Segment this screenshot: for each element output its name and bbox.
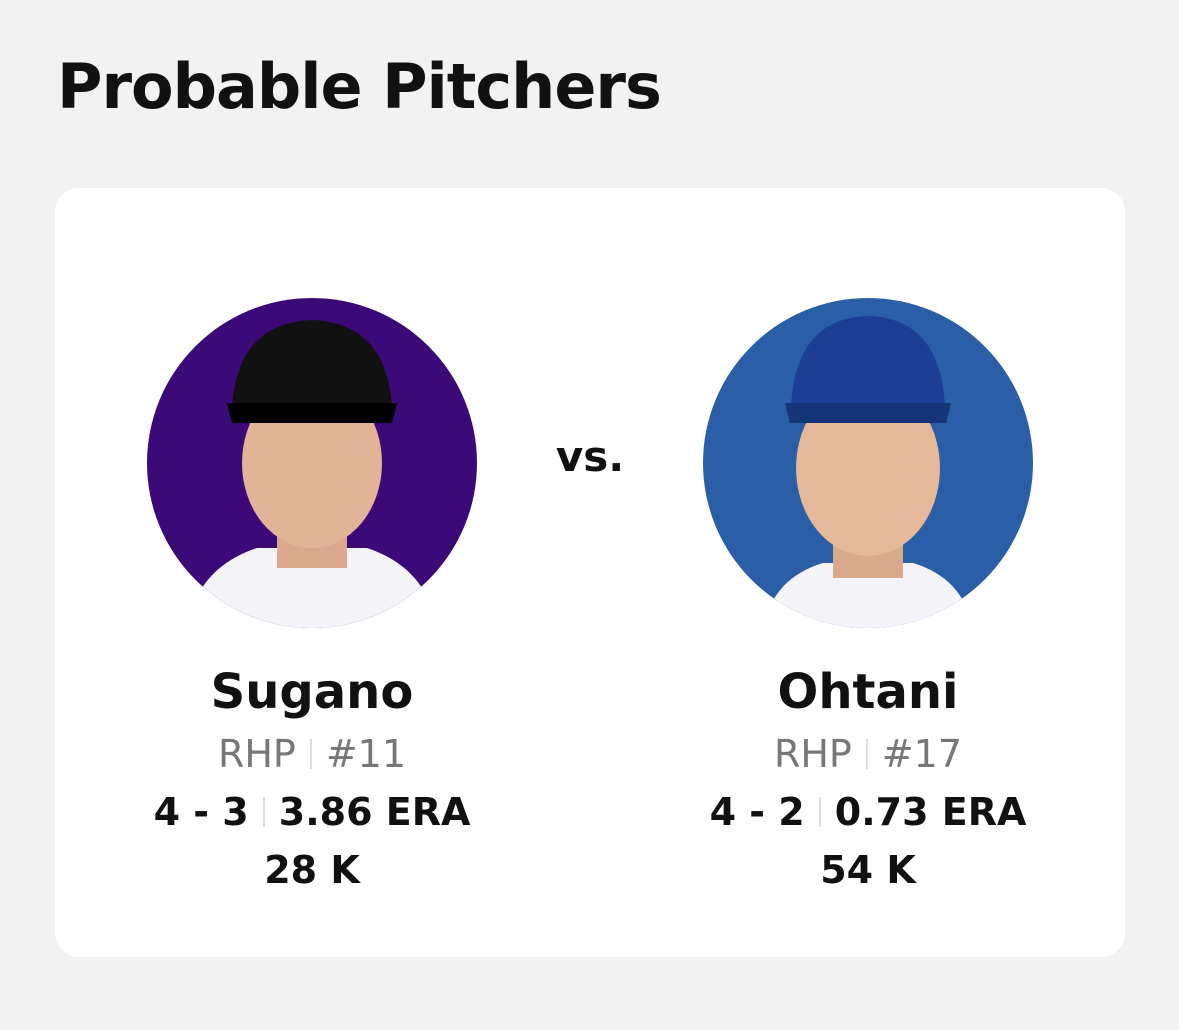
jersey-number: #17 [881, 732, 963, 776]
throws: RHP [217, 732, 296, 776]
separator [309, 739, 312, 769]
pitcher-name: Ohtani [777, 664, 959, 720]
jersey-number: #11 [325, 732, 407, 776]
separator [262, 797, 265, 827]
record: 4 - 2 [709, 790, 805, 834]
pitcher-photo [147, 298, 477, 628]
separator [818, 797, 821, 827]
era: 3.86 ERA [278, 790, 471, 834]
pitcher-column: Ohtani RHP #17 4 - 2 0.73 ERA 54 K [618, 298, 1118, 892]
pitcher-photo [703, 298, 1033, 628]
matchup-card: Sugano RHP #11 4 - 3 3.86 ERA 28 K vs. Oht… [55, 188, 1125, 957]
pitcher-info: RHP #11 [62, 732, 562, 776]
section-title: Probable Pitchers [57, 50, 662, 123]
separator [865, 739, 868, 769]
throws: RHP [773, 732, 852, 776]
strikeouts: 54 K [820, 848, 916, 892]
era: 0.73 ERA [834, 790, 1027, 834]
pitcher-name: Sugano [210, 664, 414, 720]
pitcher-stats: 4 - 2 0.73 ERA [618, 790, 1118, 834]
record: 4 - 3 [153, 790, 249, 834]
pitcher-info: RHP #17 [618, 732, 1118, 776]
pitcher-stats: 4 - 3 3.86 ERA [62, 790, 562, 834]
strikeouts: 28 K [264, 848, 360, 892]
vs-label: vs. [555, 432, 625, 481]
pitcher-column: Sugano RHP #11 4 - 3 3.86 ERA 28 K [62, 298, 562, 892]
